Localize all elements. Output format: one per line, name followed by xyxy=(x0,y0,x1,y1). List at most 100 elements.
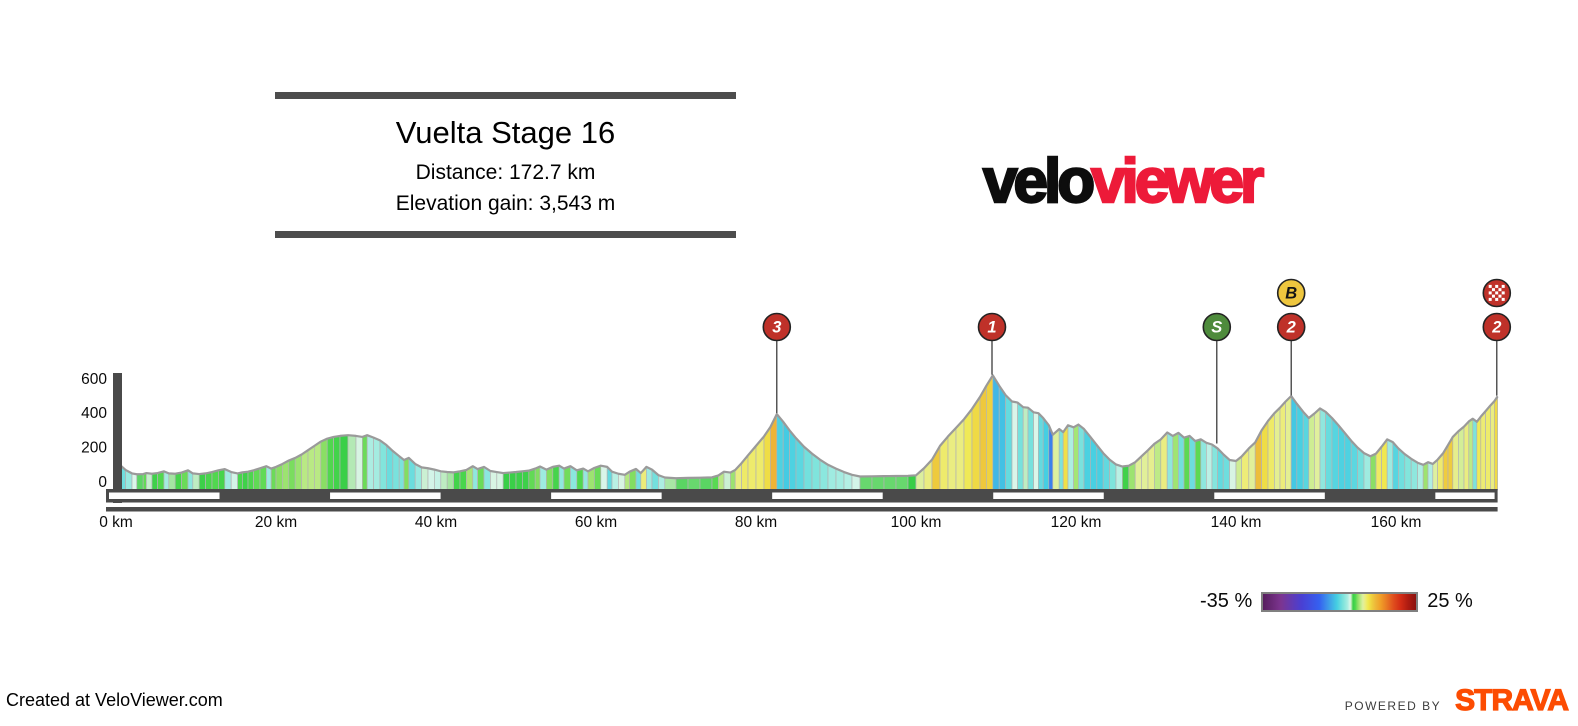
profile-segment xyxy=(594,465,602,491)
cat1-climb-label: 1 xyxy=(987,319,996,337)
cat3-climb-marker xyxy=(762,312,792,342)
profile-segment xyxy=(1267,412,1275,491)
profile-segment xyxy=(1154,438,1162,491)
profile-segment xyxy=(1452,430,1459,491)
profile-segment xyxy=(355,435,363,491)
veloviewer-logo: veloviewer xyxy=(982,146,1265,217)
profile-segment xyxy=(776,413,784,491)
profile-segment xyxy=(1357,447,1365,491)
profile-segment xyxy=(142,472,147,491)
checkered-flag-square xyxy=(1491,294,1495,298)
checkered-flag-square xyxy=(1501,291,1505,295)
legend-min-label: -35 % xyxy=(1200,590,1253,612)
profile-segment xyxy=(136,473,144,491)
profile-segment xyxy=(859,475,873,491)
profile-segment xyxy=(421,467,429,491)
profile-segment xyxy=(883,475,897,491)
x-axis-label: 80 km xyxy=(735,514,777,531)
y-axis-label: 600 xyxy=(81,371,107,388)
profile-segment xyxy=(1392,441,1399,491)
profile-segment xyxy=(1115,464,1123,491)
profile-segment xyxy=(1200,438,1207,491)
profile-segment xyxy=(198,473,206,491)
profile-segment xyxy=(294,454,302,491)
profile-segment xyxy=(1022,406,1029,491)
profile-segment xyxy=(782,421,790,491)
profile-segment xyxy=(1422,461,1429,491)
distance-scale-stripe xyxy=(109,492,220,499)
profile-segment xyxy=(270,466,277,491)
profile-segment xyxy=(1410,458,1418,491)
profile-segment xyxy=(600,465,608,491)
profile-segment xyxy=(1370,453,1377,491)
profile-segment xyxy=(552,465,560,491)
profile-segment xyxy=(1189,435,1196,491)
veloviewer-logo-black: velo xyxy=(982,146,1096,217)
profile-segment xyxy=(339,434,349,491)
profile-segment xyxy=(247,469,254,491)
profile-segment xyxy=(1194,438,1202,491)
distance-scale-stripe xyxy=(1214,492,1325,499)
profile-segment xyxy=(434,469,442,491)
veloviewer-logo-red: viewer xyxy=(1090,146,1265,217)
profile-segment xyxy=(237,472,243,491)
profile-segment xyxy=(347,434,357,491)
profile-segment xyxy=(699,477,713,491)
profile-segment xyxy=(618,473,626,491)
profile-segment xyxy=(979,385,987,491)
profile-segment xyxy=(1302,411,1310,491)
y-axis-label: 0 xyxy=(98,474,107,491)
profile-segment xyxy=(1062,424,1069,491)
profile-segment xyxy=(1011,401,1018,491)
profile-segment xyxy=(218,468,226,491)
profile-segment xyxy=(205,471,213,491)
checkered-flag-square xyxy=(1495,291,1499,295)
profile-segment xyxy=(947,427,957,491)
x-axis-label: 60 km xyxy=(575,514,617,531)
profile-segment xyxy=(1206,442,1213,491)
profile-segment xyxy=(427,467,435,491)
profile-segment xyxy=(307,445,315,491)
checkered-flag-square xyxy=(1501,297,1505,301)
profile-segment xyxy=(379,440,387,491)
profile-segment xyxy=(314,441,322,491)
profile-segment xyxy=(1033,411,1039,491)
profile-segment xyxy=(259,465,267,491)
profile-segment xyxy=(986,375,994,491)
checkered-flag-square xyxy=(1488,291,1492,295)
profile-segment xyxy=(971,396,981,491)
profile-segment xyxy=(1211,444,1218,491)
profile-segment xyxy=(168,473,176,491)
profile-segment xyxy=(1005,394,1013,491)
sprint-label: S xyxy=(1211,319,1222,337)
profile-segment xyxy=(963,408,973,491)
profile-segment xyxy=(253,467,261,491)
checkered-flag-square xyxy=(1488,284,1492,288)
profile-segment xyxy=(275,463,283,491)
distance-scale-stripe xyxy=(551,492,662,499)
profile-segment xyxy=(1325,411,1333,491)
profile-segment xyxy=(1319,408,1326,491)
profile-segment xyxy=(1183,435,1190,491)
profile-segment xyxy=(955,418,965,491)
checkered-flag-square xyxy=(1498,294,1502,298)
profile-segment xyxy=(1480,410,1486,491)
profile-segment xyxy=(366,434,374,491)
profile-segment xyxy=(1417,462,1424,491)
checkered-flag-square xyxy=(1491,288,1495,292)
gradient-legend-bar xyxy=(1261,591,1419,612)
profile-segment xyxy=(675,477,689,491)
profile-segment xyxy=(174,472,182,491)
profile-segment xyxy=(1172,432,1179,491)
profile-segment xyxy=(534,466,541,491)
profile-segment xyxy=(477,466,485,491)
x-axis-label: 20 km xyxy=(255,514,297,531)
profile-segment xyxy=(998,385,1006,491)
profile-segment xyxy=(459,469,467,491)
profile-segment xyxy=(1038,412,1044,491)
checkered-flag-square xyxy=(1495,297,1499,301)
profile-segment xyxy=(453,470,461,491)
distance-scale-stripe xyxy=(772,492,883,499)
stage-elevation-gain: Elevation gain: 3,543 m xyxy=(395,191,616,215)
profile-segment xyxy=(723,471,731,491)
